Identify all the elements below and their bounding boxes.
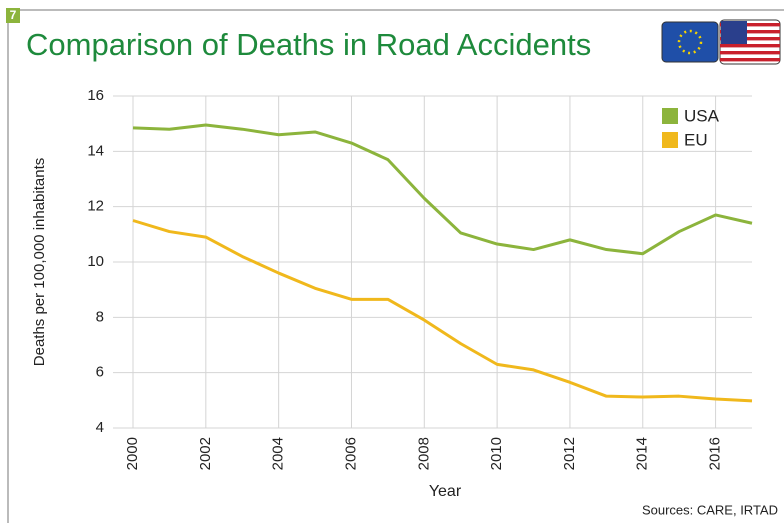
flags (661, 19, 781, 65)
y-tick-label: 4 (96, 419, 104, 436)
source: Sources: CARE, IRTAD (642, 502, 778, 517)
y-tick-label: 12 (87, 198, 104, 215)
legend-label: USA (684, 106, 720, 125)
y-tick-label: 16 (87, 87, 104, 104)
figure-number: 7 (10, 8, 17, 22)
x-tick-label: 2010 (488, 437, 505, 470)
data-line (132, 219, 753, 403)
legend-swatch (662, 132, 678, 148)
x-axis-label: Year (429, 483, 462, 500)
data-line (132, 123, 753, 256)
eu-flag (661, 21, 719, 63)
x-tick-label: 2006 (342, 437, 359, 470)
x-tick-label: 2002 (197, 437, 214, 470)
y-tick-label: 14 (87, 142, 104, 159)
us-flag (719, 19, 781, 65)
x-tick-label: 2014 (634, 437, 651, 470)
x-tick-label: 2012 (561, 437, 578, 470)
legend-swatch (662, 108, 678, 124)
figure-badge (6, 8, 20, 23)
x-tick-label: 2016 (707, 437, 724, 470)
x-tick-label: 2000 (124, 437, 141, 470)
legend-label: EU (684, 130, 708, 149)
eu-stars (677, 29, 703, 55)
chart-title: Comparison of Deaths in Road Accidents (26, 27, 591, 62)
y-tick-label: 6 (96, 364, 104, 381)
y-axis-label: Deaths per 100,000 inhabitants (31, 158, 48, 366)
y-tick-label: 10 (87, 253, 104, 270)
y-tick-label: 8 (96, 308, 104, 325)
x-tick-label: 2008 (415, 437, 432, 470)
x-tick-label: 2004 (270, 437, 287, 470)
